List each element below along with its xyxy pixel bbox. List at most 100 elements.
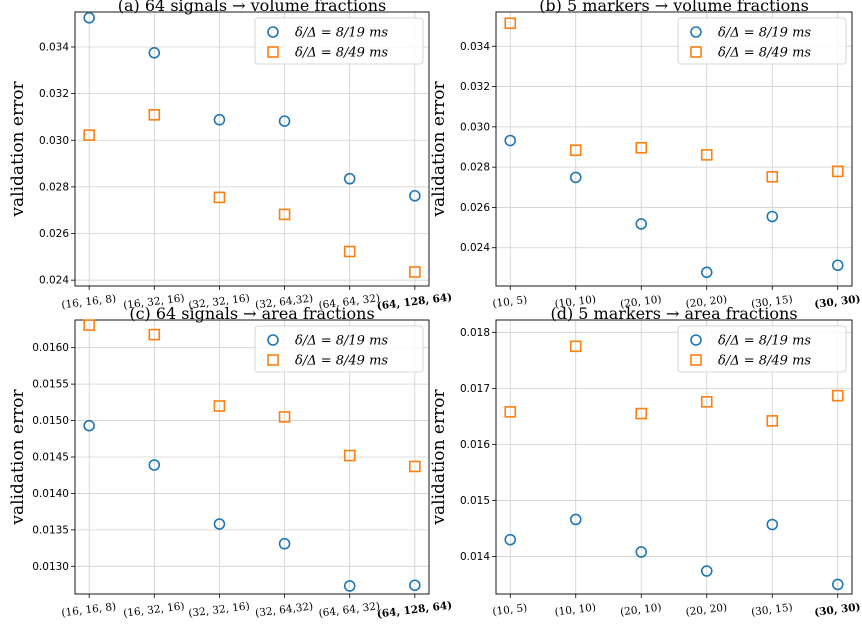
data-point-circle (635, 218, 648, 230)
plot-frame (74, 11, 430, 287)
chart-title: (a) 64 signals → volume fractions (118, 0, 386, 15)
data-point-circle (343, 172, 356, 185)
data-point-circle (409, 189, 421, 202)
legend-label: δ/Δ = 8/49 ms (718, 46, 811, 61)
data-point-square (569, 144, 582, 157)
y-tick-label: 0.032 (460, 81, 490, 93)
data-point-square (148, 109, 161, 121)
panel-d: (10, 5) (10, 10) (20, 10) (20, 20) (30, 15) (… (429, 304, 861, 619)
y-tick-label: 0.015 (460, 495, 490, 507)
data-point-circle (343, 580, 356, 592)
data-point-square (635, 141, 648, 154)
data-point-square (409, 460, 421, 473)
y-tick-label: 0.018 (460, 327, 490, 339)
data-point-square (700, 149, 713, 161)
x-tick-label: (20, 20) (685, 602, 728, 619)
x-tick-label: (64, 128, 64) (376, 599, 453, 620)
data-point-square (278, 411, 291, 423)
data-point-square (213, 191, 226, 204)
data-point-circle (409, 579, 421, 592)
x-tick-label: (30, 30) (814, 293, 862, 311)
x-tick-label: (10, 5) (492, 602, 528, 618)
x-tick-label: (30, 15) (751, 294, 794, 311)
legend-label: δ/Δ = 8/49 ms (295, 46, 388, 61)
data-point-square (278, 208, 291, 221)
legend-marker-circle (690, 334, 702, 346)
data-point-square (343, 449, 356, 462)
x-tick-label: (10, 10) (554, 602, 597, 619)
y-tick-label: 0.017 (460, 383, 490, 395)
legend-label: δ/Δ = 8/19 ms (295, 26, 388, 41)
data-point-square (831, 389, 844, 402)
data-point-square (831, 165, 844, 178)
data-point-circle (213, 518, 226, 530)
y-axis-label: validation error (8, 389, 28, 526)
data-point-circle (148, 47, 161, 59)
y-tick-label: 0.0150 (32, 415, 69, 427)
y-tick-label: 0.028 (460, 162, 490, 174)
y-tick-label: 0.028 (39, 181, 69, 193)
data-point-circle (83, 12, 95, 24)
y-tick-label: 0.032 (39, 88, 69, 100)
legend-marker-square (690, 354, 702, 366)
y-tick-label: 0.0155 (32, 379, 69, 391)
legend: δ/Δ = 8/19 ms δ/Δ = 8/49 ms (677, 325, 847, 373)
data-point-square (504, 406, 517, 418)
y-tick-label: 0.034 (460, 41, 490, 53)
data-point-square (504, 17, 517, 30)
y-tick-label: 0.0140 (32, 488, 69, 500)
data-point-square (83, 319, 95, 331)
y-axis-label: validation error (8, 81, 28, 218)
data-point-circle (278, 537, 291, 550)
data-point-circle (766, 518, 779, 531)
legend: δ/Δ = 8/19 ms δ/Δ = 8/49 ms (254, 325, 424, 373)
legend-marker-circle (267, 26, 279, 38)
y-tick-label: 0.026 (39, 228, 69, 240)
legend-label: δ/Δ = 8/49 ms (718, 354, 811, 369)
data-point-circle (766, 210, 779, 223)
data-point-circle (504, 533, 517, 546)
y-tick-label: 0.026 (460, 202, 490, 214)
x-tick-label: (32, 32, 16) (188, 600, 251, 619)
legend-label: δ/Δ = 8/19 ms (718, 26, 811, 41)
data-point-square (766, 171, 779, 183)
y-axis-label: validation error (429, 81, 449, 218)
data-point-square (766, 415, 779, 427)
x-tick-label: (16, 16, 8) (61, 601, 117, 620)
legend-box (677, 17, 847, 65)
legend-label: δ/Δ = 8/19 ms (295, 334, 388, 349)
legend-box (254, 325, 424, 373)
y-tick-label: 0.030 (39, 135, 69, 147)
legend: δ/Δ = 8/19 ms δ/Δ = 8/49 ms (254, 17, 424, 65)
data-point-square (213, 400, 226, 412)
y-tick-label: 0.0145 (32, 452, 69, 464)
legend-box (677, 325, 847, 373)
y-tick-label: 0.014 (460, 551, 490, 563)
data-point-square (409, 266, 421, 278)
data-point-circle (148, 459, 161, 471)
legend-marker-square (267, 46, 279, 58)
x-tick-label: (20, 20) (685, 294, 728, 311)
data-point-circle (213, 113, 226, 126)
x-tick-label: (10, 5) (492, 294, 528, 310)
panel-c: (16, 16, 8) (16, 32, 16) (32, 32, 16) (32, … (8, 304, 453, 621)
y-tick-label: 0.030 (460, 121, 490, 133)
plot-frame (495, 11, 853, 287)
data-point-square (148, 328, 161, 341)
x-tick-label: (16, 16, 8) (61, 293, 117, 312)
legend-marker-square (267, 354, 279, 366)
y-tick-label: 0.0135 (32, 524, 69, 536)
data-point-circle (569, 513, 582, 526)
x-tick-label: (30, 30) (814, 601, 862, 619)
legend-box (254, 17, 424, 65)
legend-marker-circle (690, 26, 702, 38)
y-tick-label: 0.0130 (32, 561, 69, 573)
data-point-circle (635, 546, 648, 558)
x-tick-label: (64, 64, 32) (318, 600, 381, 619)
data-point-square (83, 129, 95, 141)
y-axis-label: validation error (429, 389, 449, 526)
y-tick-label: 0.016 (460, 439, 490, 451)
data-point-square (569, 340, 582, 353)
legend-label: δ/Δ = 8/19 ms (718, 334, 811, 349)
